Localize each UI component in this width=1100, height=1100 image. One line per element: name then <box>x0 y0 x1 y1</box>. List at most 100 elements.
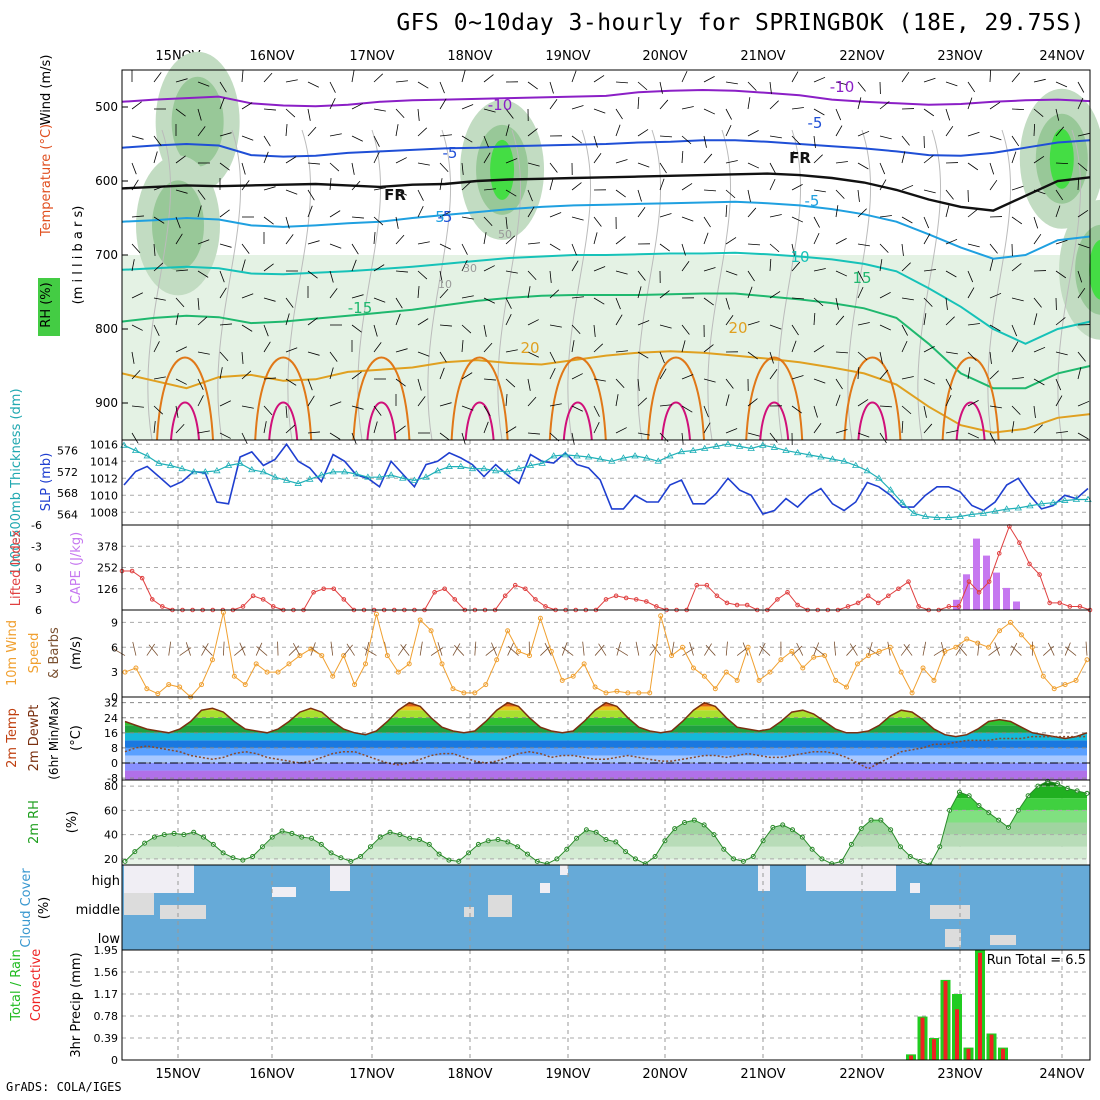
wind-barb <box>989 324 1001 332</box>
thickness-marker <box>631 452 639 459</box>
wind-barb <box>153 72 162 83</box>
wind-barb <box>967 81 976 93</box>
series-SLP <box>123 442 1089 515</box>
y-axis-label-text: (m/s) <box>69 636 84 670</box>
wind-barb <box>219 97 225 110</box>
isotherm-loop-hot <box>464 401 495 441</box>
temp-bands <box>125 702 1087 780</box>
wind-barb <box>1055 189 1064 201</box>
wind-barb <box>747 321 760 326</box>
isotherm-loop <box>745 356 804 441</box>
wind-barb <box>241 180 250 191</box>
wind-barb <box>813 345 825 353</box>
surface-barb <box>430 647 443 656</box>
wind-barb <box>175 78 188 83</box>
surface-barb <box>330 641 334 656</box>
wind-barb <box>637 320 650 326</box>
wind-barb <box>571 243 577 256</box>
isotherm-loop-hot <box>661 401 691 441</box>
wind-barb <box>835 161 848 164</box>
isotherm-15 <box>121 292 1091 390</box>
wind-barb <box>505 235 516 245</box>
contour-label: 30 <box>463 262 477 275</box>
y-axis-label-text: 2m Temp <box>5 708 20 768</box>
wind-barb <box>417 162 430 166</box>
wind-barb <box>659 135 672 138</box>
wind-barb <box>505 349 518 353</box>
li-marker <box>996 551 1002 556</box>
wind-barb <box>505 314 512 326</box>
wind-barb <box>857 367 860 380</box>
li-marker <box>270 604 276 609</box>
surface-barb <box>635 641 640 656</box>
wind-barb <box>901 184 914 191</box>
wind-barb <box>593 266 606 272</box>
wind-barb <box>549 243 561 251</box>
wind-barb <box>681 261 690 272</box>
y2-tick-label: 378 <box>97 540 118 553</box>
wind-barb <box>637 270 646 281</box>
wind-barb <box>637 97 640 110</box>
wind-barb <box>505 378 516 388</box>
wind-barb <box>857 97 862 110</box>
wind-barb <box>285 108 296 118</box>
wind-barb <box>153 262 164 272</box>
wind-barb <box>197 395 204 407</box>
wind-barb <box>813 76 826 83</box>
wind-barb <box>197 270 209 278</box>
wind-barb <box>989 243 998 254</box>
wind-barb <box>725 205 728 218</box>
isotherm-loop <box>647 356 705 441</box>
wind-barb <box>571 340 575 353</box>
surface-barb <box>1043 645 1054 656</box>
wind-barb <box>197 81 210 87</box>
wind-barb <box>1033 233 1042 245</box>
wind-barb <box>857 162 869 170</box>
wind-barb <box>857 286 864 299</box>
wind-barb <box>197 297 200 310</box>
wind-barb <box>285 79 298 83</box>
cloud-mid-block <box>945 929 961 947</box>
wind-barb <box>1055 378 1062 391</box>
y-axis-label-text: (%) <box>65 811 80 834</box>
wind-barb <box>461 260 468 272</box>
precip-convective-bar <box>1001 1048 1005 1060</box>
x-tick-label-bottom: 22NOV <box>839 1067 884 1082</box>
wind-barb <box>879 324 892 331</box>
isotherm-loop-hot <box>759 401 790 441</box>
wind-barb <box>615 427 627 434</box>
wind-barb <box>417 378 422 391</box>
cloud-row-label: low <box>98 932 121 947</box>
wind-barb <box>461 70 466 83</box>
wind-barb <box>857 399 869 407</box>
wind-barb <box>505 158 518 164</box>
wind-barb <box>373 264 385 272</box>
wind-barb <box>813 189 826 193</box>
y-tick-label: 0 <box>35 562 42 575</box>
wind-barb <box>571 432 575 445</box>
wind-barb <box>549 403 562 407</box>
wind-barb <box>417 286 420 299</box>
surface-barb <box>594 644 605 656</box>
wind-barb <box>263 216 274 225</box>
wind-barb <box>945 189 954 200</box>
wind-barb <box>637 378 640 391</box>
wind-barb <box>967 270 974 283</box>
cape-bar <box>993 572 1000 610</box>
wind-barb <box>483 324 487 337</box>
isotherm-loop-hot <box>955 401 986 441</box>
thickness-marker <box>724 440 732 447</box>
wind-barb <box>879 179 887 191</box>
wind-barb <box>329 98 336 110</box>
wind-barb <box>439 134 452 137</box>
wind-barb <box>1011 421 1015 434</box>
contour-label: FR <box>384 186 406 204</box>
wind-barb <box>1033 155 1045 164</box>
rh-contour <box>847 129 872 441</box>
y-axis-label: Wind (m/s) <box>39 55 54 126</box>
isotherm-loop <box>548 356 607 441</box>
wind-barb <box>901 324 908 336</box>
wind-barb <box>483 232 487 245</box>
wind-barb <box>307 205 313 218</box>
